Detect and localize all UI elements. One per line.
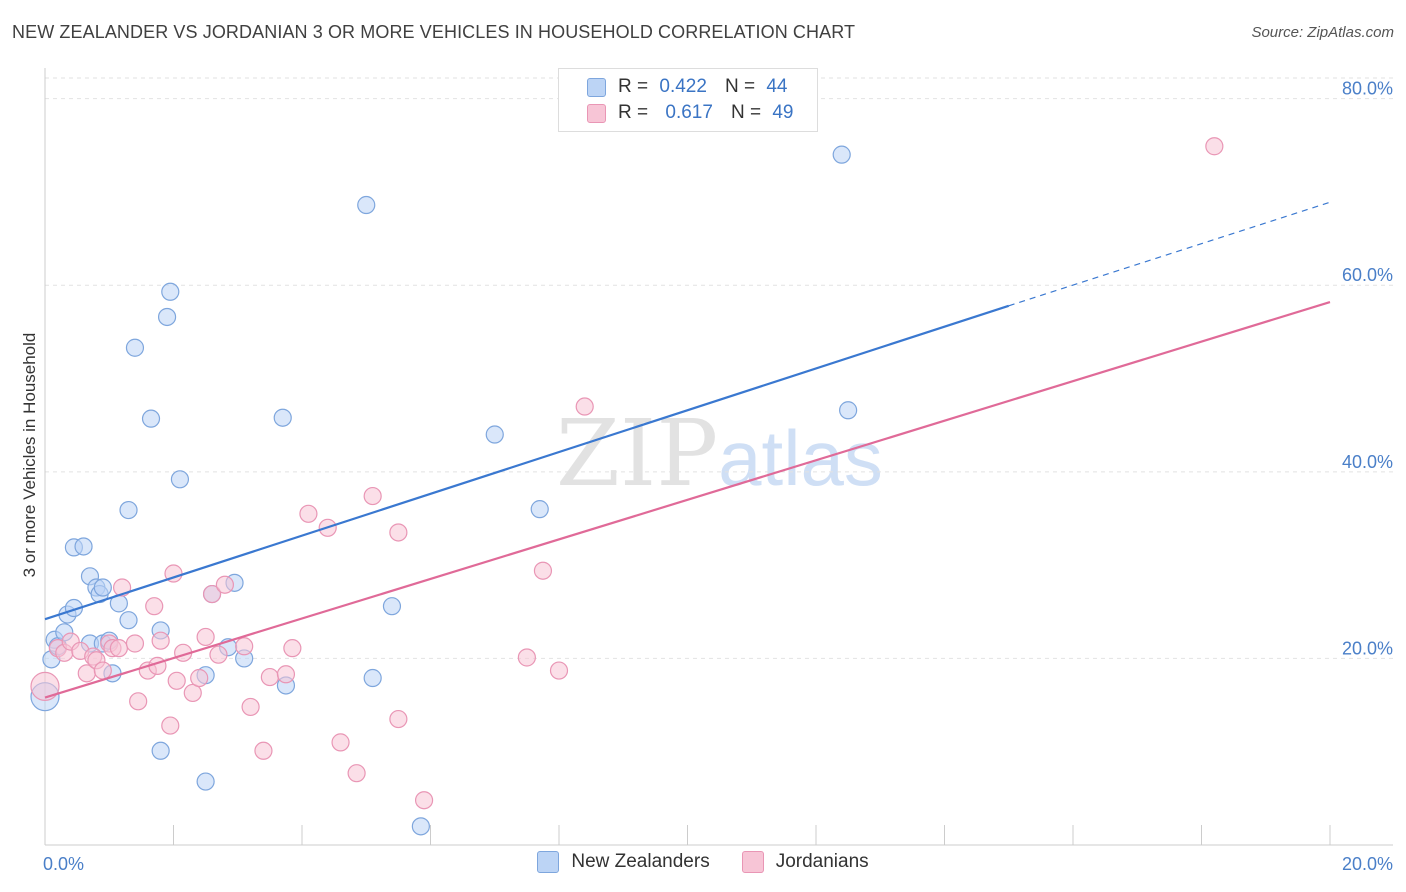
point-new-zealanders [151, 741, 170, 760]
point-jordanians [161, 716, 180, 735]
data-points [30, 137, 1224, 836]
legend-swatch-pink [587, 103, 606, 123]
point-new-zealanders [357, 195, 376, 215]
point-new-zealanders [93, 578, 112, 597]
legend-r-label: R = [618, 76, 649, 97]
point-jordanians [549, 661, 569, 680]
point-jordanians [414, 791, 434, 810]
legend-swatch-blue [587, 77, 606, 97]
point-jordanians [299, 504, 318, 523]
point-jordanians [363, 486, 382, 506]
y-tick-label: 60.0% [1342, 265, 1393, 285]
point-jordanians [129, 692, 148, 711]
point-new-zealanders [485, 425, 504, 444]
series-legend: New Zealanders Jordanians [0, 851, 1406, 873]
source-label: Source: ZipAtlas.com [1251, 24, 1394, 41]
point-jordanians [235, 637, 254, 656]
point-jordanians [151, 631, 170, 650]
point-jordanians [575, 397, 594, 416]
point-jordanians [202, 584, 222, 604]
axes [44, 68, 1393, 846]
point-jordanians [517, 648, 536, 667]
legend-item-jordanians[interactable]: Jordanians [741, 851, 869, 873]
point-jordanians [331, 733, 350, 752]
legend-n-value: 44 [766, 76, 788, 97]
legend-n-label: N = [724, 76, 756, 97]
legend-swatch-blue [537, 851, 560, 873]
point-jordanians [93, 661, 112, 680]
correlation-legend: R = 0.422 N = 44 R = 0.617 N = 49 [558, 68, 818, 132]
point-jordanians [389, 709, 408, 729]
legend-swatch-pink [741, 851, 764, 873]
point-new-zealanders [157, 307, 177, 327]
point-new-zealanders [273, 408, 292, 427]
legend-n-label: N = [730, 102, 762, 123]
legend-row-jordanians: R = 0.617 N = 49 [587, 100, 793, 126]
point-jordanians [215, 575, 234, 594]
point-jordanians [347, 764, 366, 783]
point-jordanians [30, 671, 60, 702]
point-jordanians [276, 665, 296, 684]
point-new-zealanders [839, 401, 858, 420]
point-jordanians [209, 645, 228, 664]
point-jordanians [241, 697, 260, 717]
x-tick-label: 20.0% [1342, 854, 1393, 874]
point-new-zealanders [161, 282, 180, 301]
point-jordanians [190, 668, 209, 688]
point-jordanians [145, 597, 164, 616]
x-tick-label: 0.0% [43, 854, 84, 874]
legend-label-jordanians: Jordanians [775, 851, 869, 872]
point-new-zealanders [141, 409, 161, 428]
point-jordanians [167, 671, 186, 690]
point-jordanians [283, 639, 302, 658]
point-new-zealanders [530, 500, 549, 519]
legend-r-value: 0.422 [659, 76, 707, 97]
legend-item-new-zealanders[interactable]: New Zealanders [537, 851, 710, 873]
point-new-zealanders [411, 817, 430, 836]
trend-line-jordanians [44, 300, 1331, 699]
point-jordanians [260, 667, 279, 687]
tick-labels: 20.0% 40.0% 60.0% 80.0% 0.0% 20.0% [43, 79, 1393, 874]
point-new-zealanders [170, 470, 190, 489]
point-jordanians [1205, 137, 1224, 156]
point-new-zealanders [382, 597, 402, 616]
point-jordanians [125, 634, 145, 653]
legend-r-label: R = [618, 102, 649, 123]
point-new-zealanders [119, 500, 138, 520]
legend-r-value: 0.617 [665, 102, 713, 123]
trend-lines [44, 201, 1331, 699]
point-jordanians [533, 561, 553, 580]
grid-lines [45, 77, 1393, 659]
point-jordanians [389, 523, 408, 542]
y-tick-label: 20.0% [1342, 638, 1393, 658]
point-new-zealanders [363, 668, 382, 688]
legend-row-new-zealanders: R = 0.422 N = 44 [587, 74, 787, 100]
chart-title: NEW ZEALANDER VS JORDANIAN 3 OR MORE VEH… [12, 22, 856, 42]
trend-line-new-zealanders [44, 304, 1010, 621]
point-jordanians [109, 639, 128, 658]
y-tick-label: 40.0% [1342, 452, 1393, 472]
point-new-zealanders [196, 772, 215, 791]
legend-label-new-zealanders: New Zealanders [571, 851, 710, 872]
trend-line-new-zealanders-extension [1008, 201, 1331, 307]
point-jordanians [254, 741, 273, 760]
point-new-zealanders [125, 338, 145, 357]
legend-n-value: 49 [772, 102, 794, 123]
point-new-zealanders [832, 145, 851, 164]
y-tick-label: 80.0% [1342, 79, 1393, 99]
point-jordanians [196, 627, 215, 647]
point-new-zealanders [74, 537, 93, 556]
point-new-zealanders [119, 611, 138, 630]
